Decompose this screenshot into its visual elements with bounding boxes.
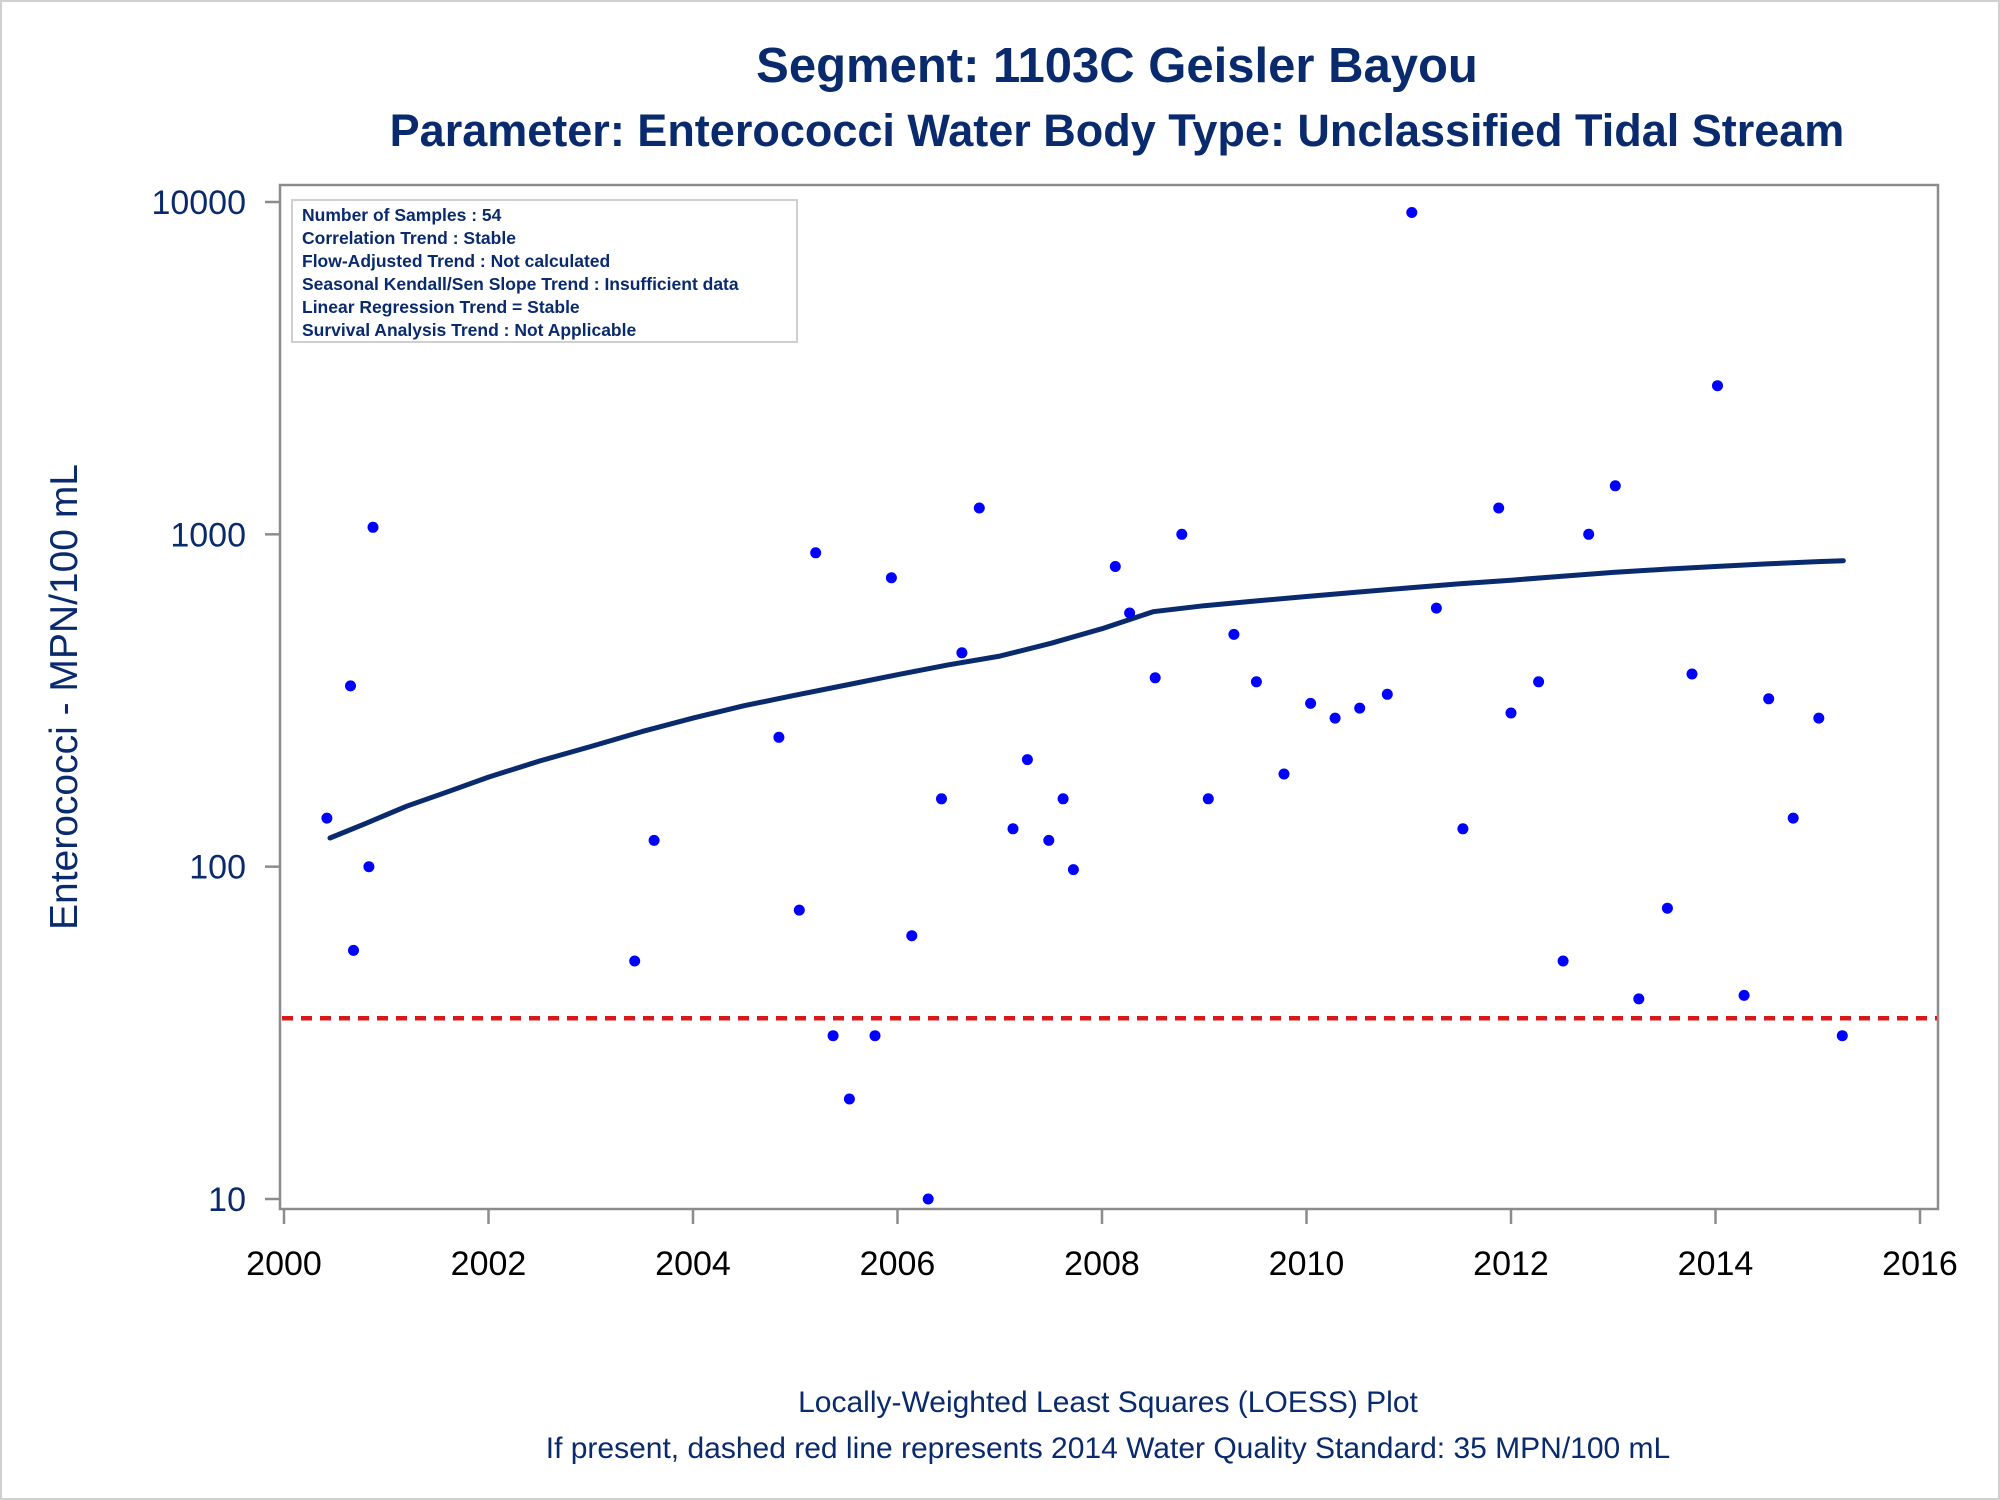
data-point <box>1430 602 1442 614</box>
data-point <box>367 521 379 533</box>
data-point <box>1661 902 1673 914</box>
data-point <box>773 731 785 743</box>
y-tick-label: 10000 <box>151 184 246 222</box>
data-point <box>1836 1030 1848 1042</box>
x-tick-label: 2008 <box>1064 1245 1140 1283</box>
data-point <box>810 547 822 559</box>
plot-area <box>278 183 1940 1211</box>
data-point <box>1228 628 1240 640</box>
data-point <box>1381 688 1393 700</box>
info-box: Number of Samples : 54 Correlation Trend… <box>291 199 798 343</box>
info-line-linear-regression: Linear Regression Trend = Stable <box>302 297 580 317</box>
data-point <box>1057 793 1069 805</box>
data-point <box>922 1193 934 1205</box>
data-point <box>885 572 897 584</box>
data-point <box>1633 993 1645 1005</box>
data-point <box>348 944 359 956</box>
x-tick-label: 2010 <box>1269 1245 1345 1283</box>
data-point <box>345 680 356 692</box>
x-tick-label: 2016 <box>1882 1245 1958 1283</box>
points-layer <box>321 207 1848 1205</box>
data-point <box>793 904 805 916</box>
info-box-border <box>291 199 798 343</box>
data-point <box>1583 528 1595 540</box>
data-point <box>1533 676 1545 688</box>
data-point <box>1686 668 1698 680</box>
data-point <box>936 793 947 805</box>
info-line-correlation: Correlation Trend : Stable <box>302 228 516 248</box>
y-axis: 10 100 1000 10000 <box>151 184 280 1219</box>
chart-subtitle: Parameter: Enterococci Water Body Type: … <box>390 105 1845 156</box>
data-point <box>1305 697 1317 709</box>
data-point <box>1202 793 1214 805</box>
chart-title: Segment: 1103C Geisler Bayou <box>756 39 1478 93</box>
data-point <box>1007 823 1019 835</box>
x-tick-label: 2004 <box>655 1245 731 1283</box>
data-point <box>1250 676 1262 688</box>
data-point <box>1787 812 1799 824</box>
data-point <box>1021 754 1033 766</box>
x-tick-label: 2014 <box>1678 1245 1754 1283</box>
data-point <box>1278 768 1290 780</box>
data-point <box>1609 480 1621 492</box>
data-point <box>1354 702 1366 714</box>
data-point <box>1124 607 1136 619</box>
data-point <box>1406 207 1418 218</box>
data-point <box>1557 955 1569 967</box>
x-tick-label: 2006 <box>860 1245 936 1283</box>
info-line-survival: Survival Analysis Trend : Not Applicable <box>302 320 636 340</box>
x-tick-label: 2012 <box>1473 1245 1549 1283</box>
x-axis: 2000 2002 2004 2006 2008 2010 2012 2014 2016 <box>246 1209 1958 1283</box>
data-point <box>1763 693 1775 705</box>
data-point <box>973 502 985 514</box>
data-point <box>1813 712 1825 724</box>
x-tick-label: 2000 <box>246 1245 322 1283</box>
info-line-samples: Number of Samples : 54 <box>302 205 502 225</box>
y-tick-label: 10 <box>208 1181 246 1219</box>
data-point <box>1043 834 1055 846</box>
loess-layer <box>327 558 1846 841</box>
data-point <box>629 955 641 967</box>
info-line-seasonal-kendall: Seasonal Kendall/Sen Slope Trend : Insuf… <box>302 274 739 294</box>
data-point <box>1067 864 1079 876</box>
loess-curve <box>327 558 1846 841</box>
data-point <box>1493 502 1505 514</box>
info-line-flow-adjusted: Flow-Adjusted Trend : Not calculated <box>302 251 610 271</box>
footnote-standard: If present, dashed red line represents 2… <box>546 1432 1671 1465</box>
data-point <box>869 1030 881 1042</box>
y-tick-label: 100 <box>189 849 246 887</box>
data-point <box>1738 989 1750 1001</box>
data-point <box>321 812 333 824</box>
data-point <box>1176 528 1188 540</box>
data-point <box>1712 380 1723 392</box>
data-point <box>1149 672 1161 684</box>
data-point <box>1109 561 1121 572</box>
y-tick-label: 1000 <box>170 516 246 554</box>
data-point <box>1457 823 1469 835</box>
x-tick-label: 2002 <box>451 1245 527 1283</box>
data-point <box>843 1093 855 1105</box>
data-point <box>1329 712 1341 724</box>
data-point <box>363 861 375 873</box>
footnote-loess: Locally-Weighted Least Squares (LOESS) P… <box>798 1386 1418 1419</box>
data-point <box>827 1030 839 1042</box>
data-point <box>956 647 968 659</box>
y-axis-label: Enterococci - MPN/100 mL <box>43 464 86 930</box>
data-point <box>1505 707 1517 719</box>
data-point <box>906 930 918 942</box>
data-point <box>648 834 660 846</box>
